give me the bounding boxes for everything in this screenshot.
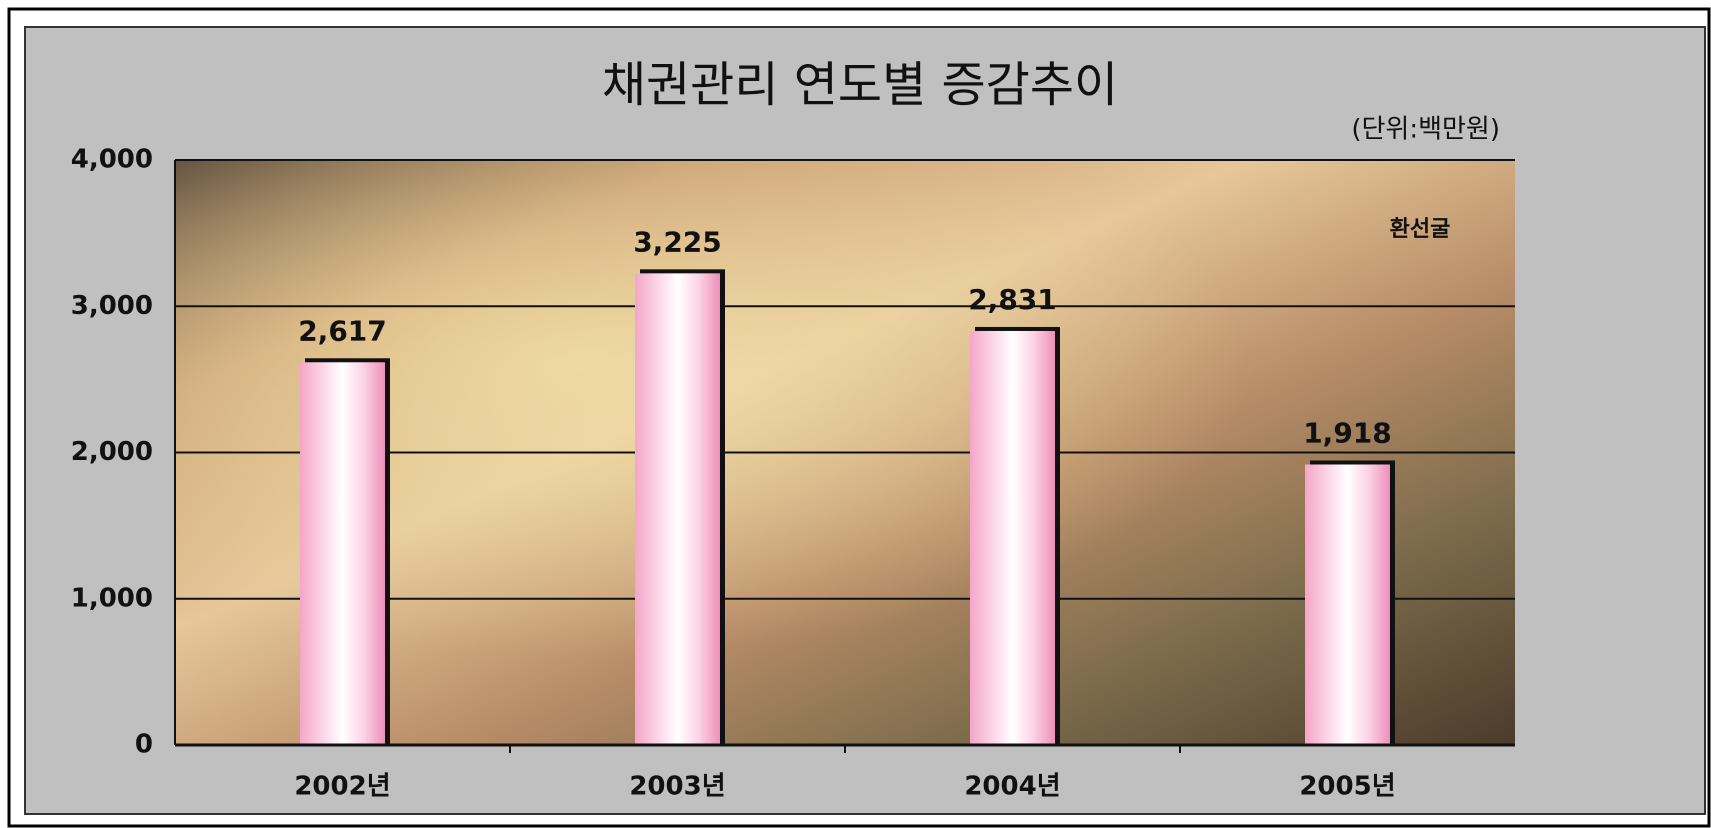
value-label: 2,831 <box>968 283 1057 316</box>
x-tick-label: 2005년 <box>1299 772 1395 802</box>
unit-label: (단위:백만원) <box>1351 115 1500 145</box>
y-tick-label: 1,000 <box>71 583 153 613</box>
bar <box>300 362 385 745</box>
annotation: 환선굴 <box>1390 217 1451 242</box>
chart-title: 채권관리 연도별 증감추이 <box>602 57 1118 113</box>
y-tick-label: 4,000 <box>71 145 153 175</box>
bar <box>635 273 720 745</box>
bar <box>1305 464 1390 745</box>
value-label: 2,617 <box>298 314 387 347</box>
value-label: 3,225 <box>633 225 722 258</box>
x-tick-label: 2004년 <box>964 772 1060 802</box>
value-label: 1,918 <box>1303 416 1392 449</box>
bar <box>970 330 1055 745</box>
y-tick-label: 3,000 <box>71 291 153 321</box>
x-tick-label: 2003년 <box>629 772 725 802</box>
x-tick-label: 2002년 <box>294 772 390 802</box>
y-tick-label: 0 <box>135 730 153 760</box>
y-tick-label: 2,000 <box>71 437 153 467</box>
